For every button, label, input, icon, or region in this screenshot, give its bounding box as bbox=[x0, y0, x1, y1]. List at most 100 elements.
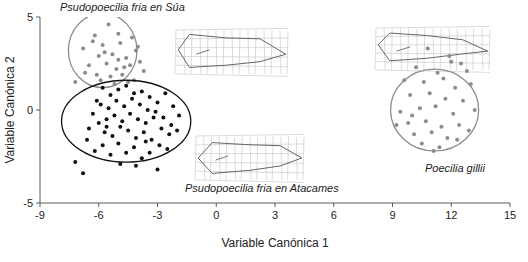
grid-line bbox=[241, 136, 242, 180]
x-tick bbox=[392, 203, 393, 207]
grid-line bbox=[400, 28, 401, 70]
point bbox=[451, 112, 455, 116]
grid-line bbox=[176, 28, 288, 30]
point bbox=[136, 117, 140, 121]
point bbox=[122, 104, 126, 108]
point bbox=[408, 93, 412, 97]
point bbox=[112, 114, 116, 118]
point bbox=[103, 130, 107, 134]
grid-line bbox=[449, 28, 450, 70]
grid-line bbox=[239, 31, 240, 74]
x-tick-label: 15 bbox=[504, 209, 516, 221]
point bbox=[132, 145, 136, 149]
point bbox=[126, 128, 130, 132]
point bbox=[101, 86, 105, 90]
point bbox=[118, 125, 122, 129]
grid-line bbox=[232, 31, 233, 74]
point bbox=[439, 125, 443, 129]
x-tick-label: 12 bbox=[445, 209, 457, 221]
point bbox=[402, 78, 406, 82]
point bbox=[165, 147, 169, 151]
x-tick-label: 6 bbox=[331, 209, 337, 221]
deformation-grid bbox=[195, 134, 304, 182]
point bbox=[156, 101, 160, 105]
point bbox=[432, 149, 436, 153]
deformation-grid bbox=[175, 28, 288, 76]
outline bbox=[397, 47, 411, 51]
point bbox=[418, 106, 422, 110]
outline bbox=[196, 50, 209, 54]
grid-line bbox=[473, 28, 474, 70]
point bbox=[99, 102, 103, 106]
deformation-grid bbox=[375, 26, 490, 72]
point bbox=[110, 52, 114, 56]
point bbox=[177, 114, 181, 118]
x-tick-label: -9 bbox=[35, 209, 45, 221]
point bbox=[154, 110, 158, 114]
point bbox=[95, 73, 99, 77]
y-tick-label: -5 bbox=[23, 197, 33, 209]
point bbox=[438, 145, 442, 149]
point bbox=[109, 93, 113, 97]
point bbox=[118, 41, 122, 45]
point bbox=[163, 91, 167, 95]
point bbox=[95, 99, 99, 103]
point bbox=[138, 102, 142, 106]
point bbox=[124, 56, 128, 60]
point bbox=[97, 54, 101, 58]
point bbox=[85, 138, 89, 142]
grid-line bbox=[408, 29, 409, 70]
point bbox=[114, 67, 118, 71]
grid-line bbox=[375, 28, 376, 70]
point bbox=[175, 128, 179, 132]
point bbox=[447, 54, 451, 58]
grid-line bbox=[433, 29, 434, 70]
grid-line bbox=[195, 136, 196, 180]
point bbox=[159, 127, 163, 131]
x-tick bbox=[40, 203, 41, 207]
point bbox=[422, 80, 426, 84]
point bbox=[441, 76, 445, 80]
point bbox=[91, 39, 95, 43]
point bbox=[434, 104, 438, 108]
point bbox=[424, 119, 428, 123]
point bbox=[394, 123, 398, 127]
point bbox=[426, 47, 430, 51]
point bbox=[144, 140, 148, 144]
group-label: Poecilia gillii bbox=[425, 162, 485, 174]
grid-line bbox=[248, 30, 249, 74]
point bbox=[134, 48, 138, 52]
point bbox=[144, 121, 148, 125]
grid-line bbox=[255, 31, 256, 74]
point bbox=[122, 65, 126, 69]
y-axis-title: Variable Canónica 2 bbox=[3, 56, 17, 164]
point bbox=[105, 125, 109, 129]
grid-line bbox=[196, 134, 304, 136]
point bbox=[414, 65, 418, 69]
point bbox=[171, 104, 175, 108]
x-axis-title: Variable Canónica 1 bbox=[221, 236, 329, 250]
grid-line bbox=[272, 137, 273, 180]
point bbox=[130, 35, 134, 39]
point bbox=[110, 134, 114, 138]
point bbox=[152, 115, 156, 119]
point bbox=[118, 162, 122, 166]
grid-line bbox=[281, 137, 282, 180]
grid-line bbox=[303, 137, 304, 180]
point bbox=[120, 73, 124, 77]
point bbox=[146, 108, 150, 112]
outline bbox=[215, 156, 228, 160]
point bbox=[91, 112, 95, 116]
point bbox=[93, 149, 97, 153]
point bbox=[398, 110, 402, 114]
point bbox=[109, 153, 113, 157]
grid-line bbox=[296, 137, 297, 180]
outline bbox=[378, 33, 487, 61]
x-tick bbox=[275, 203, 276, 207]
point bbox=[130, 97, 134, 101]
point bbox=[457, 123, 461, 127]
grid-line bbox=[175, 30, 176, 74]
point bbox=[148, 95, 152, 99]
grid-line bbox=[264, 31, 265, 74]
point bbox=[449, 60, 453, 64]
